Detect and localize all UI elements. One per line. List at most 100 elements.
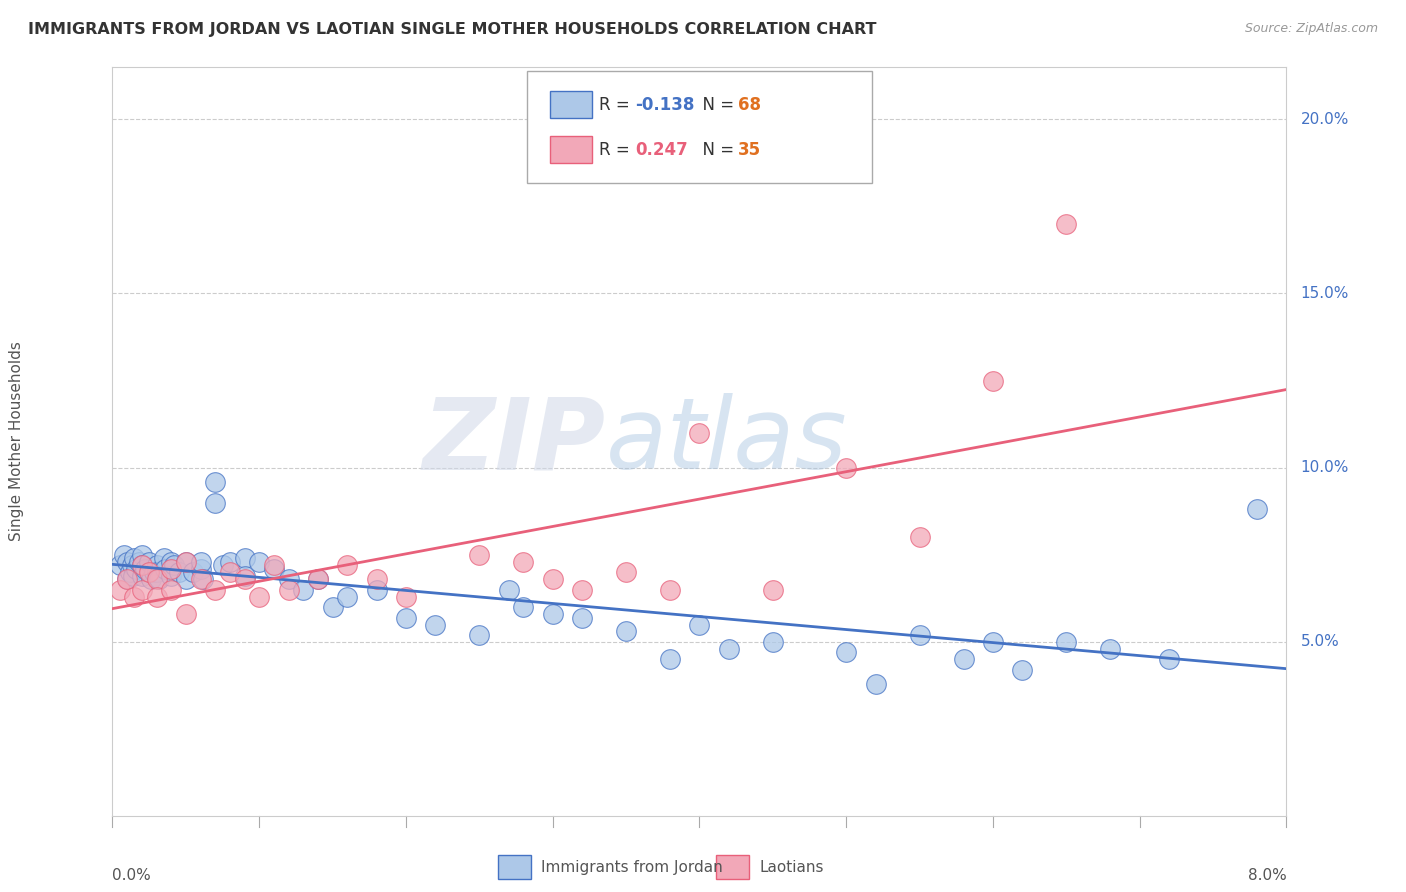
- Point: [131, 558, 153, 573]
- Point: [762, 582, 785, 597]
- Point: [981, 635, 1004, 649]
- Point: [131, 568, 153, 582]
- Point: [181, 566, 204, 580]
- Point: [138, 555, 160, 569]
- Point: [425, 617, 447, 632]
- Point: [336, 590, 359, 604]
- Point: [204, 582, 226, 597]
- Point: [1054, 217, 1077, 231]
- Text: R =: R =: [599, 141, 636, 159]
- Point: [190, 555, 212, 569]
- Point: [121, 558, 143, 573]
- Point: [366, 582, 388, 597]
- Point: [292, 582, 315, 597]
- Point: [131, 558, 153, 573]
- Point: [689, 425, 711, 440]
- Text: 0.0%: 0.0%: [112, 869, 152, 883]
- Point: [124, 551, 146, 566]
- Point: [1246, 502, 1268, 516]
- Point: [247, 590, 270, 604]
- Point: [145, 572, 167, 586]
- Point: [120, 566, 142, 580]
- Point: [115, 572, 138, 586]
- Point: [512, 555, 534, 569]
- Point: [131, 548, 153, 562]
- Point: [219, 555, 242, 569]
- Point: [122, 568, 145, 582]
- Point: [134, 562, 156, 576]
- Point: [277, 572, 299, 586]
- Point: [163, 558, 186, 573]
- Point: [125, 562, 148, 576]
- Point: [204, 475, 226, 489]
- Point: [190, 572, 212, 586]
- Point: [155, 562, 177, 576]
- Point: [160, 582, 183, 597]
- Point: [468, 548, 491, 562]
- Point: [108, 558, 131, 573]
- Point: [128, 555, 150, 569]
- Point: [160, 562, 183, 576]
- Point: [512, 600, 534, 615]
- Text: 15.0%: 15.0%: [1301, 286, 1348, 301]
- Text: ZIP: ZIP: [423, 393, 606, 490]
- Text: 0.247: 0.247: [636, 141, 689, 159]
- Point: [131, 582, 153, 597]
- Point: [717, 641, 740, 656]
- Point: [571, 610, 593, 624]
- Point: [219, 566, 242, 580]
- Point: [247, 555, 270, 569]
- Point: [468, 628, 491, 642]
- Point: [139, 572, 162, 586]
- Point: [115, 572, 138, 586]
- Point: [762, 635, 785, 649]
- Point: [160, 568, 183, 582]
- Point: [336, 558, 359, 573]
- Text: atlas: atlas: [606, 393, 848, 490]
- Point: [160, 555, 183, 569]
- Text: 35: 35: [738, 141, 761, 159]
- Point: [835, 460, 858, 475]
- Point: [1099, 641, 1122, 656]
- Point: [908, 628, 931, 642]
- Text: Source: ZipAtlas.com: Source: ZipAtlas.com: [1244, 22, 1378, 36]
- Point: [145, 558, 167, 573]
- Point: [145, 590, 167, 604]
- Text: 8.0%: 8.0%: [1247, 869, 1286, 883]
- Point: [108, 582, 131, 597]
- Text: IMMIGRANTS FROM JORDAN VS LAOTIAN SINGLE MOTHER HOUSEHOLDS CORRELATION CHART: IMMIGRANTS FROM JORDAN VS LAOTIAN SINGLE…: [28, 22, 876, 37]
- Point: [142, 566, 165, 580]
- Point: [659, 652, 682, 666]
- Text: 5.0%: 5.0%: [1301, 634, 1340, 649]
- Point: [835, 645, 858, 659]
- Text: 10.0%: 10.0%: [1301, 460, 1348, 475]
- Point: [204, 495, 226, 509]
- Point: [614, 566, 637, 580]
- Point: [233, 551, 256, 566]
- Text: Laotians: Laotians: [759, 860, 824, 874]
- Point: [138, 566, 160, 580]
- Point: [395, 610, 418, 624]
- Point: [211, 558, 233, 573]
- Point: [541, 572, 564, 586]
- Point: [952, 652, 974, 666]
- Point: [167, 566, 190, 580]
- Point: [307, 572, 329, 586]
- Point: [277, 582, 299, 597]
- Point: [307, 572, 329, 586]
- Point: [145, 566, 167, 580]
- Point: [263, 562, 285, 576]
- Point: [1054, 635, 1077, 649]
- Point: [865, 677, 887, 691]
- Point: [659, 582, 682, 597]
- Point: [571, 582, 593, 597]
- Text: Immigrants from Jordan: Immigrants from Jordan: [541, 860, 723, 874]
- Point: [614, 624, 637, 639]
- Point: [1011, 663, 1033, 677]
- Point: [498, 582, 520, 597]
- Text: R =: R =: [599, 95, 636, 113]
- Point: [395, 590, 418, 604]
- Point: [112, 548, 135, 562]
- Point: [981, 374, 1004, 388]
- Point: [1159, 652, 1181, 666]
